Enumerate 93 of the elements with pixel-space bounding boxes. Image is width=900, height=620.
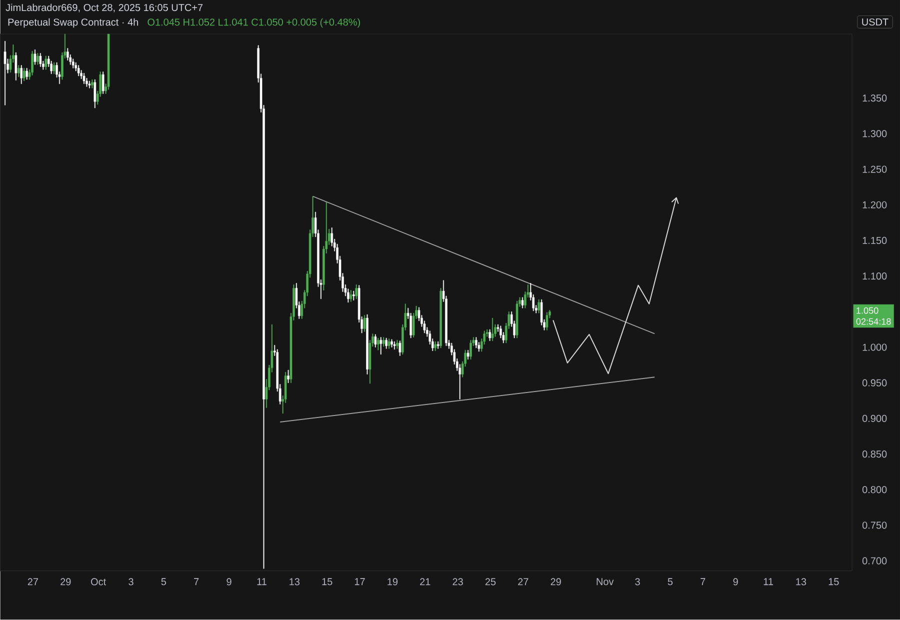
y-tick-label: 0.850 xyxy=(862,450,887,458)
candlestick xyxy=(363,315,366,332)
candlestick xyxy=(380,337,382,355)
y-tick-label: 1.000 xyxy=(862,344,887,351)
candlestick xyxy=(393,342,396,350)
x-tick-label: 7 xyxy=(700,578,706,586)
candlestick xyxy=(546,312,548,330)
candlestick xyxy=(398,340,402,356)
candlestick xyxy=(466,350,470,360)
candlestick xyxy=(36,53,39,65)
y-tick-label: 0.950 xyxy=(862,379,887,386)
candlestick xyxy=(287,370,290,384)
candlestick xyxy=(20,65,23,84)
x-tick-label: 9 xyxy=(226,578,232,586)
y-tick-label: 1.100 xyxy=(862,272,887,280)
y-tick-label: 0.700 xyxy=(862,557,887,564)
x-tick-label: 17 xyxy=(354,578,365,586)
candlestick xyxy=(94,80,96,108)
text: 1.050 xyxy=(856,307,878,314)
x-tick-label: 27 xyxy=(518,578,528,586)
text: JimLabrador669, Oct 28, 2025 16:05 UTC+7 xyxy=(6,4,203,12)
candlestick xyxy=(352,290,355,300)
y-tick-label: 1.300 xyxy=(862,130,887,138)
x-tick-label: 29 xyxy=(550,578,561,586)
x-tick-label: Oct xyxy=(91,578,106,586)
chart-title: Perpetual Swap Contract · 4h xyxy=(8,18,138,28)
candlestick xyxy=(366,314,368,375)
candlestick xyxy=(374,334,377,348)
x-tick-label: 7 xyxy=(194,578,199,586)
y-tick-label: 0.900 xyxy=(862,415,887,422)
y-tick-label: 1.350 xyxy=(862,94,887,102)
candlestick xyxy=(470,340,472,360)
x-tick-label: 13 xyxy=(290,578,300,586)
candlestick xyxy=(396,340,398,349)
x-tick-label: 29 xyxy=(60,578,71,586)
y-axis-title: USDT xyxy=(862,18,888,26)
y-tick-label: 1.250 xyxy=(862,166,887,173)
candlestick xyxy=(382,337,385,347)
candlestick xyxy=(91,80,94,88)
candlestick xyxy=(538,300,540,314)
x-tick-label: 15 xyxy=(322,578,332,586)
candlestick xyxy=(102,72,104,94)
candlestick xyxy=(107,34,110,90)
x-tick-label: 27 xyxy=(28,578,38,586)
candlestick xyxy=(14,52,18,80)
candlestick xyxy=(4,41,6,106)
candlestick xyxy=(385,338,388,349)
candlestick xyxy=(18,65,20,77)
candlestick xyxy=(82,73,86,84)
candlestick xyxy=(436,342,440,349)
x-tick-label: 25 xyxy=(485,578,496,586)
candlestick xyxy=(488,329,491,342)
candlestick xyxy=(475,337,478,348)
y-tick-label: 1.150 xyxy=(862,237,887,244)
candlestick xyxy=(66,48,69,61)
candlestick xyxy=(26,68,28,80)
candlestick xyxy=(440,288,442,348)
x-tick-label: 5 xyxy=(161,578,166,586)
candlestick xyxy=(434,342,436,352)
candlestick xyxy=(88,80,91,88)
x-tick-label: 11 xyxy=(764,578,773,586)
x-tick-label: 11 xyxy=(257,578,266,586)
x-tick-label: Nov xyxy=(596,578,614,586)
y-tick-label: 0.800 xyxy=(862,486,887,494)
candlestick xyxy=(34,50,36,65)
y-tick-label: 1.200 xyxy=(862,201,887,208)
candlestick xyxy=(39,53,42,67)
candlestick xyxy=(44,56,48,70)
candlestick xyxy=(72,58,74,68)
candlestick xyxy=(22,68,26,82)
candlestick xyxy=(355,284,358,300)
x-tick-label: 3 xyxy=(635,578,640,586)
chart-subtitle: O1.045 H1.052 L1.041 C1.050 +0.005 (+0.48%) xyxy=(148,18,360,28)
x-tick-label: 15 xyxy=(828,578,839,586)
candlestick xyxy=(390,339,393,348)
candlestick xyxy=(347,288,350,303)
candlestick xyxy=(350,290,352,302)
candlestick xyxy=(77,65,80,76)
candlestick xyxy=(52,62,56,74)
candlestick xyxy=(491,318,494,342)
x-tick-label: 9 xyxy=(733,578,738,586)
x-tick-label: 19 xyxy=(388,578,398,586)
x-tick-label: 3 xyxy=(128,578,134,586)
x-tick-label: 5 xyxy=(668,578,673,586)
candlestick xyxy=(388,338,390,349)
text: 02:54:18 xyxy=(856,318,891,325)
y-tick-label: 0.750 xyxy=(862,522,887,529)
candlestick xyxy=(516,300,518,338)
x-tick-label: 23 xyxy=(452,578,463,586)
x-tick-label: 13 xyxy=(796,578,806,586)
x-tick-label: 21 xyxy=(420,578,430,586)
candlestick xyxy=(377,338,380,350)
candlestick xyxy=(521,297,524,308)
